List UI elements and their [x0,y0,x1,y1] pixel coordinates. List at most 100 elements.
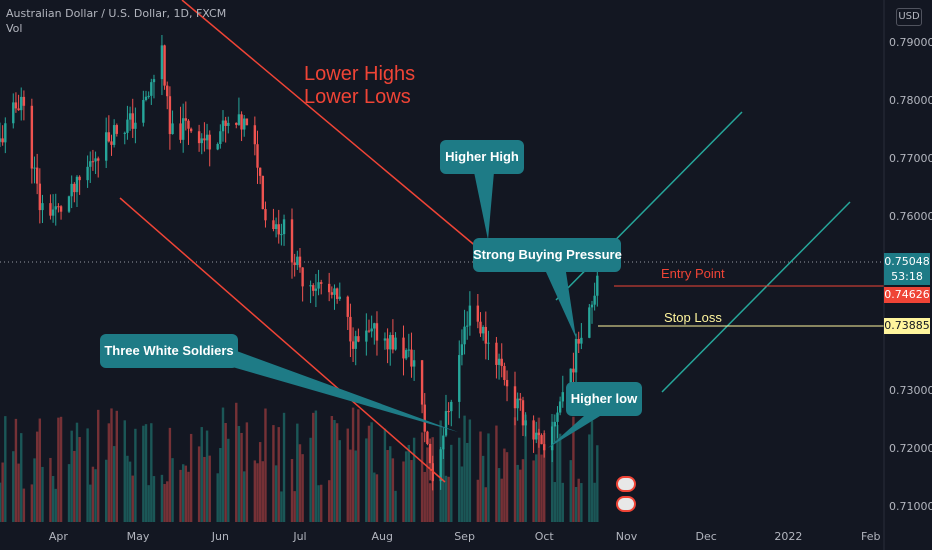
volume-bar [70,430,73,522]
higher-high-callout[interactable]: Higher High [440,140,524,174]
candle-body [487,342,490,344]
volume-bar [30,484,34,522]
volume-bar [407,444,411,522]
candle-body [460,344,464,356]
time-tick-label: 2022 [774,530,803,543]
candle-body [367,330,371,332]
candle-body [208,134,211,150]
candle-body [468,305,472,326]
volume-bar [1,462,4,522]
candle-body [264,209,267,221]
volume-bar [17,463,20,522]
volume-bar [12,451,15,522]
volume-bar [224,422,227,522]
volume-bar [402,461,405,522]
candle-body [495,342,498,365]
volume-bar [423,471,426,522]
economic-event-flag-icon[interactable] [616,476,636,492]
volume-bar [78,437,81,522]
volume-bar [160,474,164,522]
candle-body [580,337,583,344]
candle-body [216,144,219,150]
candle-body [484,326,488,344]
candle-body [1,138,4,143]
volume-bar [301,454,304,522]
candle-body [375,323,379,341]
volume-bar [373,472,376,522]
candle-body [333,288,336,295]
candle-body [450,401,453,412]
lower-lows-trendline[interactable] [119,197,446,483]
time-tick-label: Jul [293,530,307,543]
volume-indicator-label: Vol [6,22,23,35]
volume-bar [458,437,461,522]
volume-bar [338,440,341,522]
volume-bar [168,427,172,522]
volume-bar [375,474,379,522]
last-price-tag: 0.75048 53:18 [884,253,930,285]
candle-body [479,321,482,334]
channel-lower-line[interactable] [661,201,851,393]
candle-body [327,283,331,293]
candle-body [277,224,280,235]
volume-bar [203,456,206,522]
volume-bar [14,418,18,522]
candle-body [112,125,116,145]
volume-bar [22,488,26,522]
candle-body [197,131,201,144]
volume-bar [280,491,283,522]
volume-layer [0,402,599,522]
candle-body [181,118,185,140]
lower-highs-trendline[interactable] [181,0,479,249]
time-tick-label: Dec [695,530,717,543]
volume-bar [38,418,42,522]
candle-body [168,96,172,135]
currency-button[interactable]: USD [896,8,922,26]
volume-bar [394,490,397,522]
candle-body [521,400,525,426]
candle-body [134,122,137,129]
volume-bar [588,434,591,522]
volume-bar [535,454,538,522]
candle-body [221,120,225,132]
three-white-soldiers-pointer [222,350,458,432]
volume-bar [550,413,554,522]
volume-bar [521,459,525,522]
candle-body [290,219,294,263]
candle-body [91,161,95,163]
strong-buying-pressure-callout[interactable]: Strong Buying Pressure [473,238,622,272]
volume-bar [237,426,241,522]
candle-body [67,196,71,212]
candle-body [447,411,450,413]
candle-body [20,96,23,111]
volume-bar [0,482,2,522]
candle-body [123,132,126,134]
volume-bar [476,479,480,522]
higher-low-callout[interactable]: Higher low [566,382,642,416]
volume-bar [179,469,182,522]
volume-bar [227,438,230,522]
volume-bar [272,425,275,522]
volume-bar [219,448,222,522]
volume-bar [94,469,97,522]
volume-bar [370,422,373,522]
candle-body [516,398,519,409]
volume-bar [495,425,498,522]
candle-body [423,404,426,432]
candle-body [543,444,546,451]
volume-bar [112,446,116,522]
volume-bar [187,471,190,522]
candle-body [590,304,594,308]
volume-bar [144,424,148,522]
volume-bar [327,480,331,522]
volume-bar [484,487,488,522]
candle-body [312,285,315,291]
volume-bar [500,478,503,522]
candle-body [296,256,299,266]
candle-body [338,296,341,299]
candle-body [97,158,100,161]
volume-bar [351,407,355,522]
economic-event-flag-icon[interactable] [616,496,636,512]
three-white-soldiers-callout[interactable]: Three White Soldiers [100,334,238,368]
candle-body [280,234,283,236]
